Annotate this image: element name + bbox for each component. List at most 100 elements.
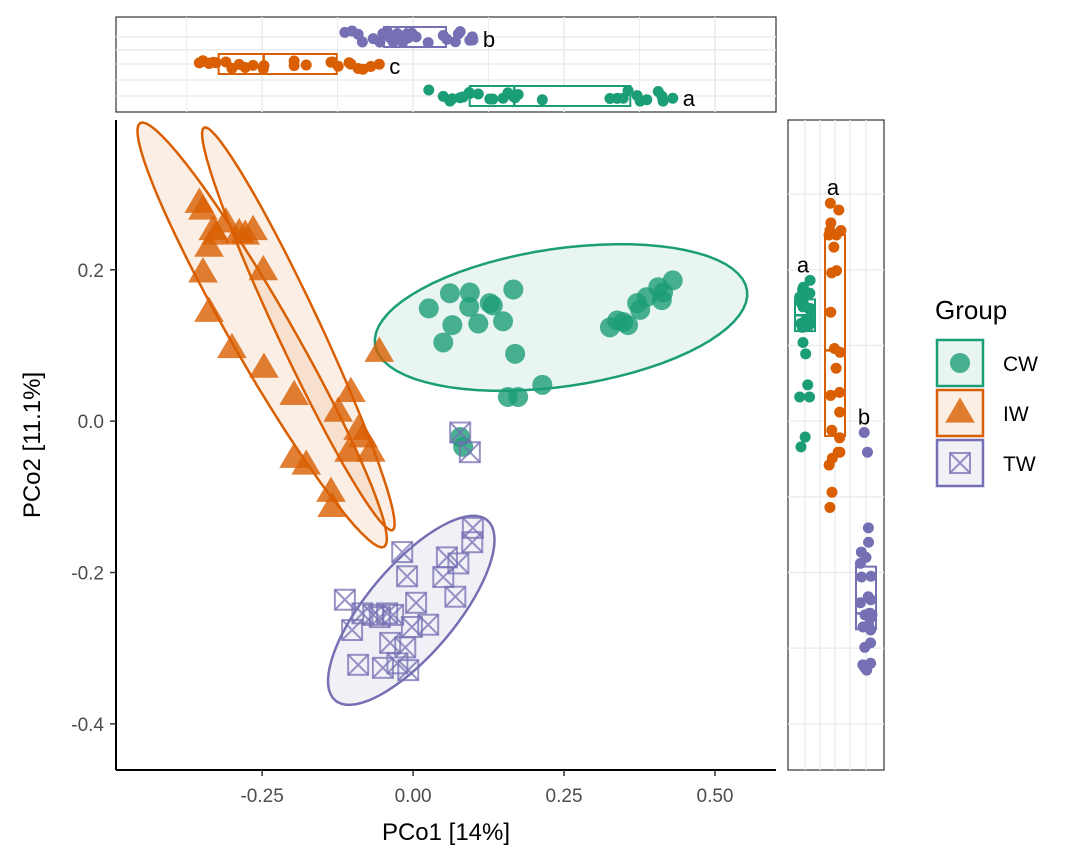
right-marginal-point bbox=[834, 432, 846, 444]
top-marginal-point bbox=[352, 28, 364, 40]
square-outline bbox=[382, 603, 405, 626]
point-iw bbox=[343, 414, 373, 440]
right-marginal-point bbox=[856, 571, 868, 583]
point-tw bbox=[397, 659, 420, 682]
right-marginal-point bbox=[863, 619, 875, 631]
right-boxplot-box-iw bbox=[824, 234, 846, 437]
legend-label: IW bbox=[1003, 403, 1029, 426]
point-cw bbox=[468, 313, 489, 334]
y-tick-label: -0.4 bbox=[71, 715, 104, 736]
top-marginal-point bbox=[239, 62, 251, 74]
legend-circle-icon bbox=[950, 353, 970, 373]
square-outline bbox=[397, 659, 420, 682]
top-marginal-point bbox=[377, 28, 389, 40]
square-outline bbox=[949, 452, 971, 474]
point-iw bbox=[248, 254, 279, 281]
square-cross bbox=[376, 602, 398, 625]
legend-item-iw: IW bbox=[935, 388, 1029, 438]
point-tw bbox=[458, 441, 481, 464]
right-marginal-point bbox=[865, 570, 877, 582]
top-marginal-point bbox=[352, 63, 364, 75]
top-marginal-point bbox=[437, 29, 449, 41]
point-iw bbox=[249, 352, 279, 378]
point-tw bbox=[444, 585, 467, 608]
square-outline bbox=[376, 602, 399, 625]
point-iw bbox=[323, 396, 354, 422]
y-tick-label: -0.2 bbox=[71, 564, 104, 585]
right-marginal-point bbox=[865, 594, 877, 606]
point-cw bbox=[532, 374, 553, 395]
right-marginal-point bbox=[862, 522, 874, 534]
axes: -0.25 0.00 0.25 0.50 -0.4 -0.2 0.0 0.2 bbox=[71, 120, 776, 807]
right-marginal-point bbox=[830, 362, 842, 374]
right-marginal-point bbox=[826, 424, 838, 436]
square-cross bbox=[379, 632, 401, 654]
top-marginal-point bbox=[226, 62, 238, 74]
y-axis-title: PCo2 [11.1%] bbox=[19, 372, 46, 518]
top-marginal-point bbox=[391, 28, 403, 40]
right-marginal-point bbox=[804, 391, 816, 403]
square-outline bbox=[394, 636, 417, 659]
point-cw bbox=[482, 295, 503, 316]
square-cross bbox=[436, 546, 458, 569]
top-marginal-point bbox=[449, 36, 461, 48]
top-marginal-point bbox=[300, 59, 312, 71]
square-outline bbox=[417, 613, 440, 636]
legend-label: CW bbox=[1003, 353, 1038, 376]
right-marginal-point bbox=[863, 536, 875, 548]
right-marginal-point bbox=[859, 609, 871, 621]
square-outline bbox=[391, 541, 414, 564]
square-cross bbox=[432, 566, 454, 588]
point-tw bbox=[405, 591, 428, 614]
point-cw bbox=[442, 315, 463, 336]
top-marginal-point bbox=[502, 87, 514, 99]
point-iw bbox=[230, 219, 261, 245]
point-tw bbox=[391, 541, 414, 564]
point-iw bbox=[334, 436, 364, 462]
point-iw bbox=[194, 296, 224, 322]
right-marginal-point bbox=[802, 379, 814, 391]
point-iw bbox=[291, 449, 322, 475]
square-outline bbox=[347, 653, 370, 676]
legend-item-cw: CW bbox=[935, 338, 1038, 388]
top-marginal-point bbox=[641, 94, 653, 106]
right-marginal-point bbox=[831, 265, 843, 277]
top-marginal-point bbox=[512, 88, 524, 100]
right-marginal-point bbox=[830, 229, 842, 241]
top-marginal-point bbox=[667, 92, 679, 104]
point-cw bbox=[439, 283, 460, 304]
right-marginal-boxplot-panel: a a b bbox=[787, 119, 885, 771]
legend-item-tw: TW bbox=[935, 438, 1036, 488]
top-marginal-point bbox=[464, 34, 476, 46]
right-marginal-point bbox=[834, 346, 846, 358]
square-outline bbox=[333, 588, 356, 611]
top-marginal-boxplot-panel: a c b bbox=[115, 16, 777, 113]
point-iw bbox=[364, 336, 395, 362]
top-marginal-point bbox=[457, 91, 469, 103]
point-tw bbox=[347, 653, 370, 676]
point-tw bbox=[461, 531, 484, 554]
right-marginal-point bbox=[858, 427, 870, 439]
square-cross bbox=[417, 614, 439, 636]
right-marginal-point bbox=[824, 197, 836, 209]
top-marginal-point bbox=[472, 88, 484, 100]
right-significance-letter: a bbox=[797, 252, 810, 277]
x-axis-title: PCo1 [14%] bbox=[382, 819, 510, 846]
point-tw bbox=[432, 566, 455, 589]
point-cw bbox=[433, 332, 454, 353]
right-marginal-point bbox=[825, 217, 837, 229]
top-marginal-point bbox=[210, 57, 222, 69]
square-outline bbox=[461, 531, 484, 554]
point-cw bbox=[459, 282, 480, 303]
right-marginal-point bbox=[834, 386, 846, 398]
top-marginal-point bbox=[617, 92, 629, 104]
point-cw bbox=[505, 343, 526, 364]
point-iw bbox=[188, 194, 218, 220]
right-marginal-point bbox=[823, 459, 835, 471]
top-significance-letter: a bbox=[683, 86, 696, 111]
confidence-ellipse-iw bbox=[136, 121, 389, 549]
x-tick-label: -0.25 bbox=[240, 786, 283, 807]
right-marginal-point bbox=[834, 406, 846, 418]
top-significance-letter: c bbox=[389, 54, 400, 79]
